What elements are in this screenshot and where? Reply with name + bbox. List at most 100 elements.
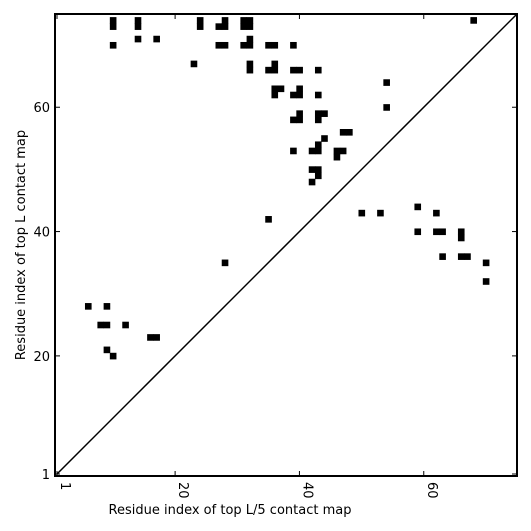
contact-cell-upper bbox=[308, 178, 316, 186]
contact-cell-upper bbox=[296, 110, 303, 117]
contact-cell-upper bbox=[190, 60, 198, 68]
contact-cell-upper bbox=[290, 91, 297, 99]
contact-cell-upper bbox=[134, 17, 142, 24]
contact-cell-upper bbox=[246, 66, 254, 74]
contact-cell-upper bbox=[246, 17, 254, 24]
y-tick-label: 40 bbox=[33, 226, 50, 241]
contact-cell-upper bbox=[308, 166, 316, 173]
contact-cell-upper bbox=[290, 147, 297, 155]
contact-cell-upper bbox=[246, 60, 254, 68]
contact-cell-upper bbox=[457, 253, 465, 260]
contact-cell-lower bbox=[221, 259, 229, 267]
contact-cell-upper bbox=[314, 91, 322, 99]
contact-cell-upper bbox=[246, 23, 254, 30]
x-tick-label: 60 bbox=[424, 482, 439, 499]
contact-cell-lower bbox=[122, 321, 129, 329]
contact-cell-upper bbox=[240, 17, 247, 24]
contact-cell-upper bbox=[433, 209, 440, 217]
contact-cell-upper bbox=[215, 23, 223, 30]
contact-cell-upper bbox=[333, 153, 341, 161]
contact-cell-upper bbox=[246, 41, 254, 49]
contact-cell-upper bbox=[314, 66, 322, 74]
contact-cell-lower bbox=[103, 346, 111, 354]
contact-cell-upper bbox=[296, 116, 303, 124]
contact-cell-upper bbox=[134, 23, 142, 30]
contact-cell-upper bbox=[321, 135, 328, 142]
contact-cell-upper bbox=[457, 228, 465, 236]
contact-cell-upper bbox=[296, 85, 303, 93]
contact-cell-upper bbox=[196, 23, 204, 30]
contact-cell-upper bbox=[321, 110, 328, 117]
contact-cell-upper bbox=[290, 66, 297, 74]
contact-cell-upper bbox=[433, 228, 440, 236]
contact-cell-upper bbox=[314, 147, 322, 155]
contact-cell-upper bbox=[482, 278, 490, 285]
contact-cell-upper bbox=[109, 23, 117, 30]
x-tick-label: 1 bbox=[57, 482, 72, 490]
contact-cell-upper bbox=[240, 23, 247, 30]
contact-cell-lower bbox=[147, 334, 154, 341]
contact-cell-upper bbox=[414, 203, 422, 211]
y-axis-label: Residue index of top L contact map bbox=[14, 130, 29, 360]
contact-cell-upper bbox=[339, 129, 347, 136]
contact-cell-upper bbox=[457, 234, 465, 242]
contact-cell-upper bbox=[314, 172, 322, 180]
contact-cell-upper bbox=[482, 259, 490, 267]
contact-cell-upper bbox=[339, 147, 347, 155]
contact-cell-upper bbox=[215, 41, 223, 49]
contact-cell-upper bbox=[271, 60, 279, 68]
y-tick-label: 20 bbox=[33, 350, 50, 365]
contact-cell-lower bbox=[153, 334, 160, 341]
contact-cell-upper bbox=[314, 116, 322, 124]
diagonal-line bbox=[56, 13, 518, 475]
contact-cell-lower bbox=[265, 216, 272, 223]
contact-cell-upper bbox=[439, 228, 446, 236]
contact-cell-upper bbox=[346, 129, 353, 136]
contact-cell-upper bbox=[414, 228, 422, 236]
x-axis-label: Residue index of top L/5 contact map bbox=[109, 503, 352, 518]
contact-cell-upper bbox=[333, 147, 341, 155]
contact-cell-upper bbox=[308, 147, 316, 155]
contact-cell-lower bbox=[103, 321, 111, 329]
contact-cell-upper bbox=[439, 253, 446, 260]
contact-cell-upper bbox=[383, 79, 390, 86]
contact-cell-upper bbox=[464, 253, 471, 260]
contact-cell-upper bbox=[358, 209, 366, 217]
contact-cell-upper bbox=[246, 35, 254, 43]
contact-cell-upper bbox=[314, 110, 322, 117]
contact-cell-upper bbox=[265, 41, 272, 49]
x-axis-ticks: 1 20 40 60 bbox=[56, 14, 439, 499]
contact-cell-upper bbox=[196, 17, 204, 24]
contact-cell-upper bbox=[383, 104, 390, 111]
contact-cell-upper bbox=[314, 141, 322, 149]
contact-cell-upper bbox=[134, 35, 142, 43]
y-tick-label: 1 bbox=[42, 468, 50, 483]
contact-cell-lower bbox=[84, 303, 92, 310]
contact-cell-upper bbox=[271, 91, 279, 99]
contact-cell-lower bbox=[103, 303, 111, 310]
x-tick-label: 20 bbox=[175, 482, 190, 499]
contact-cell-upper bbox=[240, 41, 247, 49]
x-tick-label: 40 bbox=[299, 482, 314, 499]
contact-cell-upper bbox=[296, 91, 303, 99]
y-axis-ticks: 1 20 40 60 bbox=[33, 101, 517, 483]
contact-cell-upper bbox=[296, 66, 303, 74]
contact-cell-upper bbox=[109, 41, 117, 49]
contact-cell-upper bbox=[221, 23, 229, 30]
contact-cell-upper bbox=[153, 35, 160, 43]
contact-cell-upper bbox=[271, 66, 279, 74]
contact-cell-lower bbox=[97, 321, 105, 329]
contact-cells bbox=[84, 17, 490, 360]
contact-cell-upper bbox=[470, 17, 477, 24]
contact-cell-upper bbox=[271, 41, 279, 49]
contact-cell-upper bbox=[221, 41, 229, 49]
contact-cell-upper bbox=[221, 17, 229, 24]
contact-cell-upper bbox=[290, 116, 297, 124]
contact-cell-upper bbox=[265, 66, 272, 74]
contact-cell-upper bbox=[314, 166, 322, 173]
contact-cell-upper bbox=[271, 85, 279, 93]
contact-cell-upper bbox=[277, 85, 285, 93]
contact-cell-upper bbox=[377, 209, 384, 217]
contact-cell-lower bbox=[109, 352, 117, 360]
